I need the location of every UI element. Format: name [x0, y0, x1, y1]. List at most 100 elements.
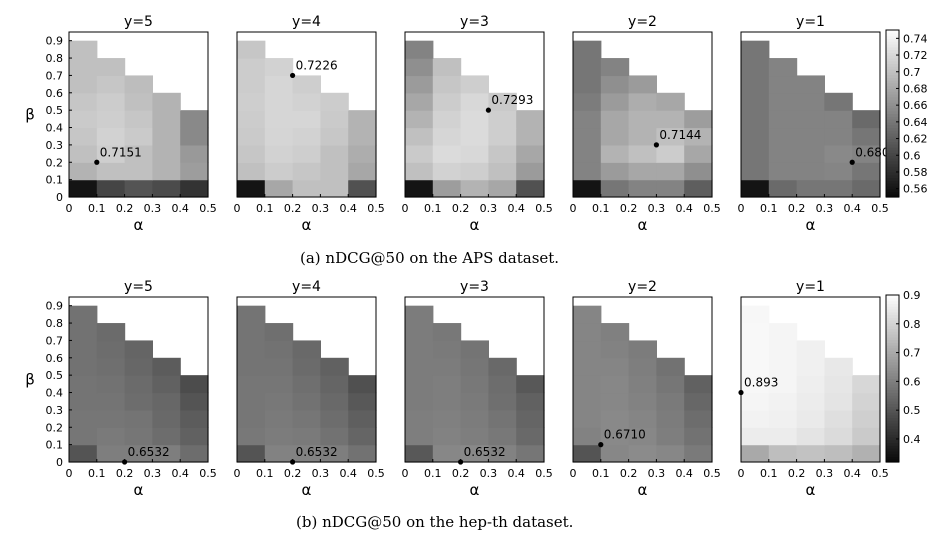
heatmap-cell — [824, 357, 853, 376]
colorbar-segment — [886, 146, 899, 151]
heatmap-cell — [796, 409, 825, 428]
y-tick-label: 0.6 — [46, 87, 64, 100]
blank-region — [600, 296, 713, 376]
heatmap-cell — [600, 375, 630, 394]
heatmap-cell — [573, 444, 602, 463]
best-value-label: 0.6710 — [604, 428, 646, 442]
heatmap-cell — [432, 357, 462, 376]
colorbar-segment — [886, 423, 899, 427]
colorbar-segment — [886, 105, 899, 109]
heatmap-cell — [69, 75, 98, 94]
heatmap-cell — [320, 392, 349, 411]
colorbar-segment — [886, 74, 899, 78]
y-tick-label: 0.2 — [46, 156, 64, 169]
heatmap-cell — [237, 357, 266, 376]
colorbar-segment — [886, 80, 899, 84]
best-value-label: 0.6532 — [296, 445, 338, 459]
heatmap-cell — [600, 340, 630, 359]
colorbar-segment — [886, 367, 899, 371]
heatmap-cell — [824, 179, 853, 198]
heatmap-cell — [516, 427, 545, 446]
heatmap-cell — [796, 162, 825, 181]
colorbar-segment — [886, 442, 899, 446]
heatmap-cell — [768, 144, 798, 163]
heatmap-cell — [96, 340, 126, 359]
x-tick-label: 0 — [234, 467, 241, 480]
heatmap-cell — [237, 75, 266, 94]
heatmap-cell — [152, 144, 181, 163]
colorbar-segment — [886, 372, 899, 377]
heatmap-cell — [124, 375, 153, 394]
heatmap-cell — [264, 392, 294, 411]
colorbar-segment — [886, 386, 899, 391]
heatmap-cell — [488, 179, 517, 198]
heatmap-cell — [405, 58, 434, 77]
x-tick-label: 0.3 — [816, 202, 834, 215]
colorbar-segment — [886, 406, 899, 410]
heatmap-cell — [320, 127, 349, 146]
heatmap-cell — [69, 58, 98, 77]
heatmap-cell — [656, 144, 685, 163]
heatmap-cell — [320, 92, 349, 111]
heatmap-cell — [237, 427, 266, 446]
heatmap-cell — [573, 427, 602, 446]
heatmap-cell — [488, 409, 517, 428]
heatmap-cell — [573, 340, 602, 359]
heatmap-cell — [348, 444, 377, 463]
plot-frame — [572, 296, 713, 463]
heatmap-cell — [741, 323, 770, 342]
best-point — [458, 459, 464, 465]
heatmap-cell — [488, 92, 517, 111]
heatmap-cell — [124, 110, 153, 129]
heatmap-cell — [292, 427, 321, 446]
heatmap-cell — [516, 110, 545, 129]
colorbar-segment — [886, 155, 899, 159]
heatmap-cell — [320, 179, 349, 198]
heatmap-cell — [237, 162, 266, 181]
heatmap-cell — [96, 357, 126, 376]
colorbar-segment — [886, 397, 899, 402]
best-point — [485, 107, 491, 113]
heatmap-cell — [796, 75, 825, 94]
heatmap-cell — [600, 409, 630, 428]
panel-title: y=1 — [796, 14, 825, 30]
colorbar-segment — [886, 110, 899, 115]
heatmap-cell — [852, 144, 881, 163]
panel-title: y=3 — [460, 14, 489, 30]
heatmap-cell — [573, 357, 602, 376]
heatmap-cell — [264, 75, 294, 94]
heatmap-cell — [320, 409, 349, 428]
colorbar-segment — [886, 82, 899, 87]
heatmap-cell — [124, 427, 153, 446]
heatmap-cell — [320, 144, 349, 163]
colorbar-segment — [886, 384, 899, 388]
heatmap-cell — [432, 58, 462, 77]
heatmap-cell — [824, 92, 853, 111]
x-tick-label: 0.1 — [256, 202, 274, 215]
heatmap-cell — [600, 110, 630, 129]
heatmap-cell — [320, 110, 349, 129]
heatmap-cell — [180, 409, 209, 428]
heatmap-cell — [69, 375, 98, 394]
heatmap-cell — [628, 375, 657, 394]
x-tick-label: 0 — [738, 202, 745, 215]
colorbar-segment — [886, 132, 899, 137]
heatmap-cell — [264, 357, 294, 376]
heatmap-cell — [768, 427, 798, 446]
best-value-label: 0.7151 — [100, 145, 142, 159]
heatmap-cell — [796, 144, 825, 163]
x-tick-label: 0.3 — [480, 467, 498, 480]
colorbar-tick-label: 0.58 — [903, 166, 928, 179]
x-tick-label: 0 — [402, 202, 409, 215]
heatmap-cell — [405, 162, 434, 181]
heatmap-cell — [460, 75, 489, 94]
y-tick-label: 0.8 — [46, 52, 64, 65]
colorbar-segment — [886, 121, 899, 126]
heatmap-cell — [264, 323, 294, 342]
heatmap-cell — [264, 127, 294, 146]
heatmap-cell — [264, 110, 294, 129]
colorbar-segment — [886, 353, 899, 357]
best-value-label: 0.6532 — [128, 445, 170, 459]
heatmap-cell — [152, 357, 181, 376]
heatmap-cell — [796, 392, 825, 411]
